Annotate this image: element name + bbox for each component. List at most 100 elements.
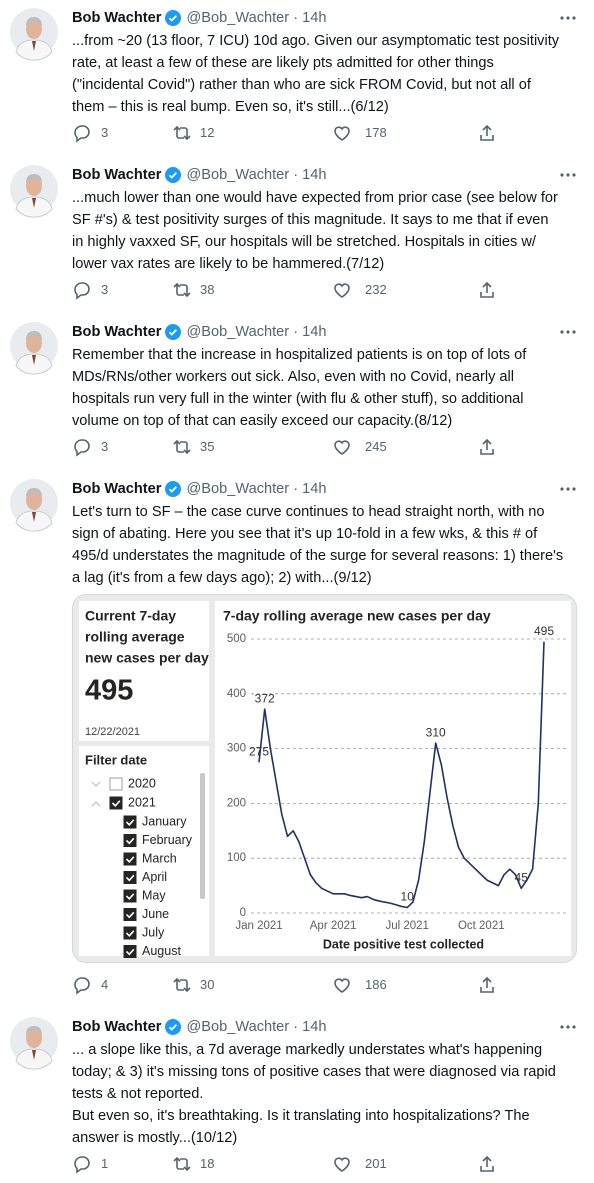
more-dot (566, 1025, 570, 1029)
retweet-count[interactable]: 12 (200, 125, 215, 140)
tweet-header: Bob Wachter @Bob_Wachter · 14h (72, 1016, 326, 1038)
checkbox[interactable] (123, 945, 137, 958)
reply-count[interactable]: 4 (101, 977, 109, 992)
share-button[interactable] (477, 1154, 497, 1174)
like-button[interactable] (332, 437, 352, 457)
reply-button[interactable] (72, 437, 92, 457)
x-tick-label: Oct 2021 (458, 920, 505, 932)
tweet-text-line: answer is mostly...(10/12) (72, 1130, 238, 1146)
point-label: 372 (255, 691, 275, 705)
chevron[interactable] (91, 801, 101, 807)
retweet-button[interactable] (172, 280, 192, 300)
share-icon (480, 438, 494, 455)
chart-panel (215, 601, 571, 956)
checkbox-check (111, 800, 121, 807)
author-name[interactable]: Bob Wachter (72, 481, 162, 497)
like-button[interactable] (332, 123, 352, 143)
like-count[interactable]: 178 (365, 125, 387, 140)
checkbox[interactable] (123, 889, 137, 903)
checkbox-check (125, 911, 135, 919)
more-button[interactable] (558, 12, 578, 24)
checkbox[interactable] (123, 834, 137, 847)
share-button[interactable] (477, 975, 497, 995)
more-dot (560, 173, 564, 177)
retweet-button[interactable] (172, 123, 192, 143)
x-tick-label: Jan 2021 (235, 920, 282, 932)
author-name[interactable]: Bob Wachter (72, 324, 162, 340)
point-label: 310 (426, 725, 446, 739)
avatar[interactable] (10, 1017, 58, 1070)
checkbox[interactable] (123, 852, 137, 866)
checkbox[interactable] (123, 926, 137, 940)
tweet-text-line: a lag (it's from a few days ago); 2) wit… (72, 570, 372, 586)
avatar-tie (32, 512, 36, 522)
avatar[interactable] (10, 479, 58, 532)
share-button[interactable] (477, 123, 497, 143)
checkbox-check (125, 893, 135, 900)
like-count[interactable]: 186 (365, 977, 387, 992)
more-button[interactable] (558, 326, 578, 338)
avatar-face (26, 1028, 42, 1048)
y-tick-label: 300 (227, 743, 246, 755)
author-name[interactable]: Bob Wachter (72, 1019, 162, 1035)
checkbox[interactable] (109, 796, 123, 810)
like-count[interactable]: 245 (365, 439, 387, 454)
avatar-hair (26, 1026, 42, 1035)
retweet-count[interactable]: 38 (200, 282, 215, 297)
verified-badge (165, 481, 182, 497)
share-button[interactable] (477, 437, 497, 457)
reply-button[interactable] (72, 975, 92, 995)
share-icon (480, 1155, 494, 1172)
more-button[interactable] (558, 1021, 578, 1033)
badge-check (169, 15, 178, 22)
reply-button[interactable] (72, 123, 92, 143)
checkbox[interactable] (123, 815, 137, 829)
like-button[interactable] (332, 280, 352, 300)
avatar[interactable] (10, 8, 58, 61)
tweet-text-line: tests & not reported. (72, 1086, 204, 1102)
like-icon (334, 1157, 350, 1172)
more-button[interactable] (558, 169, 578, 181)
checkbox[interactable] (123, 908, 137, 921)
avatar-hair (26, 17, 42, 26)
like-button[interactable] (332, 1154, 352, 1174)
reply-count[interactable]: 1 (101, 1156, 109, 1171)
share-button[interactable] (477, 280, 497, 300)
reply-count[interactable]: 3 (101, 282, 109, 297)
retweet-button[interactable] (172, 975, 192, 995)
author-name[interactable]: Bob Wachter (72, 10, 162, 26)
checkbox[interactable] (109, 777, 123, 791)
retweet-button[interactable] (172, 1154, 192, 1174)
more-dot (560, 487, 564, 491)
avatar-tie (32, 1050, 36, 1060)
reply-button[interactable] (72, 1154, 92, 1174)
kpi-title: Current 7-day (85, 608, 176, 624)
avatar[interactable] (10, 322, 58, 375)
checkbox[interactable] (123, 871, 137, 884)
chevron[interactable] (91, 781, 101, 787)
retweet-button[interactable] (172, 437, 192, 457)
retweet-count[interactable]: 35 (200, 439, 215, 454)
avatar[interactable] (10, 165, 58, 218)
like-button[interactable] (332, 975, 352, 995)
like-count[interactable]: 201 (365, 1156, 387, 1171)
filter-month: February (142, 833, 193, 847)
more-dot (572, 330, 576, 334)
tweet-text-line: them – this is real bump. Even so, it's … (72, 99, 389, 115)
more-dot (572, 487, 576, 491)
retweet-count[interactable]: 30 (200, 977, 215, 992)
checkbox-check (125, 948, 135, 956)
reply-count[interactable]: 3 (101, 125, 109, 140)
share-icon (480, 976, 494, 993)
checkbox-check (125, 856, 135, 863)
reply-button[interactable] (72, 280, 92, 300)
like-count[interactable]: 232 (365, 282, 387, 297)
author-name[interactable]: Bob Wachter (72, 167, 162, 183)
retweet-count[interactable]: 18 (200, 1156, 215, 1171)
point-label: 495 (534, 624, 554, 638)
retweet-icon (173, 282, 191, 298)
tweet-text-line: rate, at least a few of these are likely… (72, 55, 494, 71)
more-button[interactable] (558, 483, 578, 495)
reply-count[interactable]: 3 (101, 439, 109, 454)
like-icon (334, 283, 350, 298)
